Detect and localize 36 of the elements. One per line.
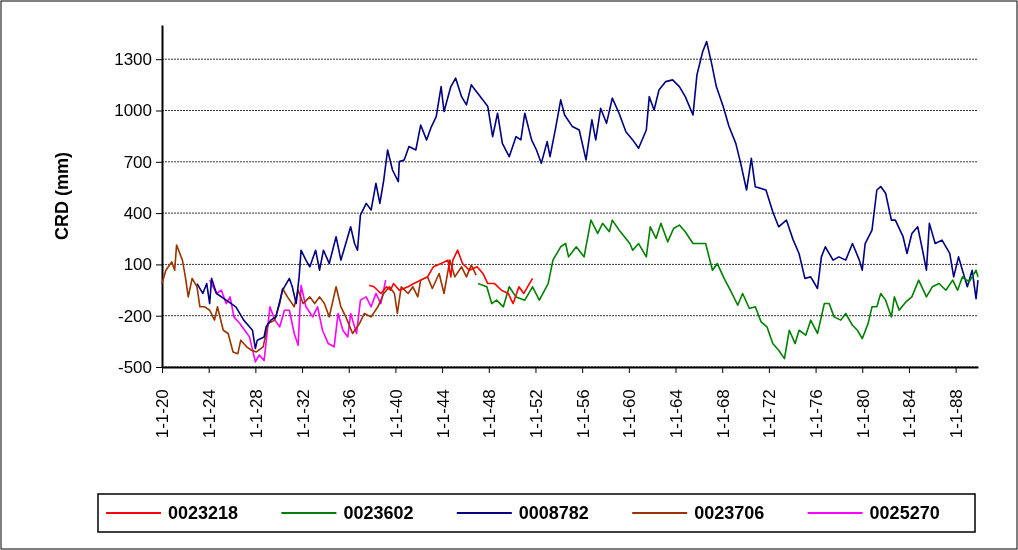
x-tick-label: 1-1-20 <box>153 389 173 439</box>
x-tick-label: 1-1-68 <box>713 389 733 439</box>
x-tick-label: 1-1-52 <box>526 389 546 439</box>
y-tick-label: 1300 <box>114 50 152 70</box>
x-tick-label: 1-1-40 <box>386 389 406 439</box>
x-tick-label: 1-1-24 <box>200 389 220 439</box>
legend-label: 0023706 <box>694 503 765 524</box>
line-series <box>161 244 477 355</box>
x-tick-label: 1-1-48 <box>480 389 500 439</box>
x-tick-label: 1-1-76 <box>807 389 827 439</box>
line-series <box>477 219 979 360</box>
line-series <box>196 40 979 350</box>
x-tick-label: 1-1-28 <box>246 389 266 439</box>
x-tick-label: 1-1-80 <box>853 389 873 439</box>
y-tick-label: 700 <box>123 152 152 172</box>
legend-label: 0025270 <box>869 503 940 524</box>
x-tick-label: 1-1-60 <box>620 389 640 439</box>
legend-label: 0023602 <box>343 503 414 524</box>
y-axis-title: CRD (mm) <box>52 152 72 240</box>
y-tick-label: -500 <box>117 357 152 377</box>
y-tick-label: 100 <box>123 255 152 275</box>
y-tick-label: -200 <box>117 306 152 326</box>
y-tick-label: 1000 <box>114 101 152 121</box>
x-tick-label: 1-1-84 <box>900 389 920 439</box>
line-series <box>208 279 387 363</box>
line-series <box>368 249 534 305</box>
x-tick-label: 1-1-88 <box>947 389 967 439</box>
x-tick-label: 1-1-64 <box>666 389 686 439</box>
x-tick-label: 1-1-44 <box>433 389 453 439</box>
x-tick-label: 1-1-32 <box>293 389 313 439</box>
x-tick-label: 1-1-56 <box>573 389 593 439</box>
legend-label: 0008782 <box>518 503 589 524</box>
x-tick-label: 1-1-72 <box>760 389 780 439</box>
y-tick-label: 400 <box>123 204 152 224</box>
x-tick-label: 1-1-36 <box>340 389 360 439</box>
legend-label: 0023218 <box>168 503 239 524</box>
